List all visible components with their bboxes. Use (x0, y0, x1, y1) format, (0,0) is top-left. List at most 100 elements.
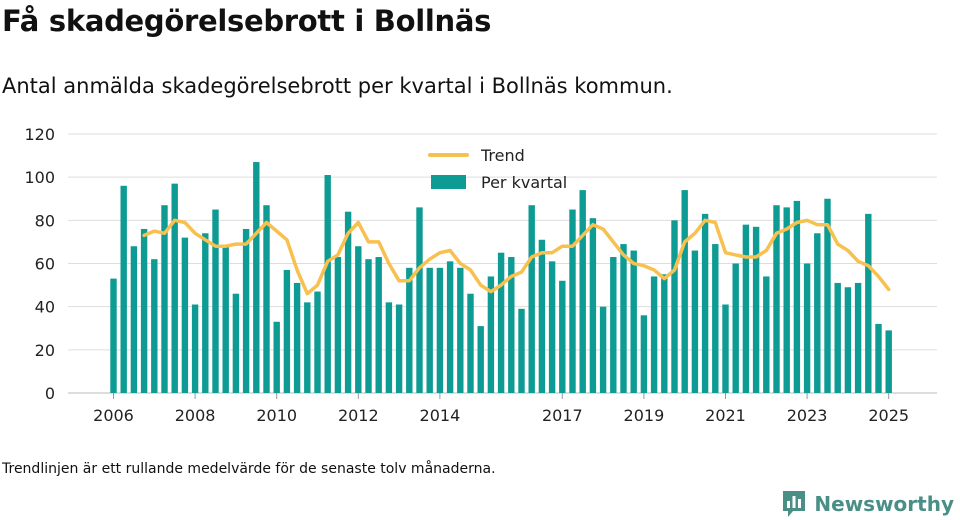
bar (202, 233, 209, 393)
bar (610, 257, 617, 393)
bar (446, 261, 454, 393)
trend-line-group (142, 218, 891, 296)
bar (814, 233, 821, 393)
chart: 0 20 40 60 80 100 120 2006 2008 2010 2012 2014 2017… (24, 125, 937, 425)
bar (273, 321, 280, 393)
bar (630, 250, 637, 393)
bar (395, 304, 403, 393)
bar (365, 259, 372, 393)
bar (314, 291, 321, 393)
bar (467, 293, 474, 393)
bar (242, 228, 250, 393)
bar (793, 200, 801, 393)
x-tick-label: 2006 (93, 406, 134, 425)
x-tick-label: 2014 (420, 406, 461, 425)
bars (110, 162, 892, 393)
bar (181, 237, 189, 393)
y-tick-label: 40 (35, 298, 55, 317)
bar (426, 267, 433, 393)
bar (640, 315, 648, 393)
bar (120, 185, 127, 393)
y-tick-label: 60 (35, 255, 55, 274)
bar (671, 220, 678, 393)
bar (752, 226, 760, 393)
y-tick-label: 80 (35, 211, 55, 230)
bar (283, 269, 291, 393)
bar (538, 239, 546, 393)
trend-line (142, 218, 891, 296)
bar (161, 205, 168, 393)
bar (232, 293, 240, 393)
x-tick-label: 2017 (542, 406, 583, 425)
bar (569, 209, 576, 393)
bar (885, 330, 892, 393)
bar-chart-speech-bubble-icon (783, 491, 806, 517)
bar (548, 261, 556, 393)
bar (457, 267, 464, 393)
bar (824, 198, 831, 393)
bar (140, 228, 148, 393)
bar (385, 302, 393, 393)
x-tick-label: 2023 (787, 406, 828, 425)
x-tick-label: 2025 (868, 406, 909, 425)
bar (732, 263, 739, 393)
bar (691, 250, 699, 393)
legend-bar-label: Per kvartal (481, 173, 567, 192)
y-axis-labels: 0 20 40 60 80 100 120 (24, 125, 55, 403)
y-tick-label: 120 (24, 125, 55, 144)
bar (722, 304, 729, 393)
bar (171, 183, 178, 393)
x-tick-label: 2021 (705, 406, 746, 425)
bar (844, 287, 852, 393)
bar (416, 207, 423, 393)
bar (834, 282, 841, 393)
chart-title: Få skadegörelsebrott i Bollnäs (2, 4, 492, 38)
y-tick-label: 0 (45, 384, 55, 403)
legend-bar-swatch (431, 175, 466, 189)
bar (130, 246, 138, 393)
brand-logo[interactable]: Newsworthy (781, 489, 954, 519)
bar (304, 302, 311, 393)
bar (681, 190, 688, 393)
bar (508, 257, 515, 393)
bar (803, 263, 811, 393)
bar (742, 224, 750, 393)
bar (436, 267, 444, 393)
x-tick-label: 2019 (624, 406, 665, 425)
bar (151, 259, 158, 393)
bar (253, 162, 260, 393)
bar (406, 267, 413, 393)
bar (212, 209, 219, 393)
bar (589, 218, 597, 393)
bar (293, 282, 301, 393)
bar (487, 276, 495, 393)
bar (222, 246, 229, 393)
x-tick-label: 2008 (175, 406, 216, 425)
y-tick-label: 20 (35, 341, 55, 360)
bar (263, 205, 270, 393)
bar (344, 211, 352, 393)
bar (650, 276, 658, 393)
bar (763, 276, 770, 393)
bar (579, 190, 586, 393)
bar (477, 326, 484, 393)
bar (875, 323, 882, 393)
bar (661, 274, 668, 393)
bar (191, 304, 199, 393)
bar (324, 175, 331, 393)
bar (865, 213, 872, 393)
bar (712, 244, 719, 393)
legend: Trend Per kvartal (428, 146, 567, 192)
chart-subtitle: Antal anmälda skadegörelsebrott per kvar… (2, 74, 673, 98)
bar (773, 205, 780, 393)
bar (110, 278, 117, 393)
bar (528, 205, 535, 393)
y-tick-label: 100 (24, 168, 55, 187)
bar (620, 244, 627, 393)
bar (518, 308, 525, 393)
bar (559, 280, 566, 393)
bar (599, 306, 607, 393)
brand-name: Newsworthy (814, 492, 954, 516)
footnote: Trendlinjen är ett rullande medelvärde f… (2, 461, 496, 477)
bar (355, 246, 362, 393)
